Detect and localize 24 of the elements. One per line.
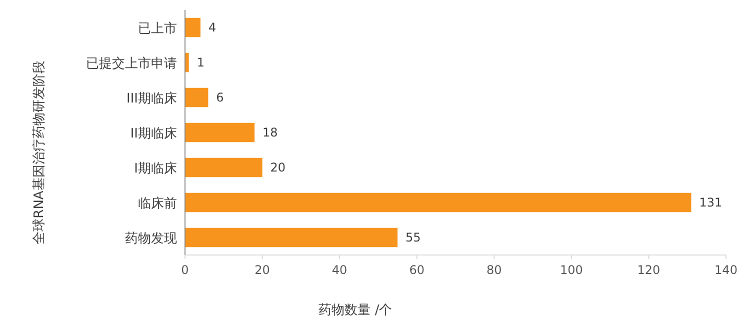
data-label: 1 bbox=[196, 56, 205, 70]
data-label: 55 bbox=[406, 230, 421, 244]
x-tick-label: 140 bbox=[714, 263, 738, 277]
x-tick-label: 120 bbox=[637, 263, 660, 277]
data-label: 20 bbox=[270, 160, 286, 174]
x-tick-label: 40 bbox=[332, 263, 348, 277]
data-label: 18 bbox=[262, 126, 278, 140]
x-tick-label: 80 bbox=[486, 263, 502, 277]
y-tick-label: 临床前 bbox=[138, 196, 177, 212]
x-tick-label: 60 bbox=[409, 263, 424, 277]
y-tick-label: 已提交上市申请 bbox=[86, 56, 177, 72]
y-tick-label: 药物发现 bbox=[125, 232, 177, 246]
y-tick-label: I期临床 bbox=[134, 162, 177, 176]
x-axis-title: 药物数量 /个 bbox=[318, 303, 392, 318]
data-label: 131 bbox=[699, 196, 722, 210]
x-tick-label: 100 bbox=[560, 263, 583, 277]
y-axis-title: 全球RNA基因治疗药物研发阶段 bbox=[32, 60, 47, 244]
y-tick-label: 已上市 bbox=[138, 22, 177, 36]
data-label: 4 bbox=[208, 20, 216, 34]
y-tick-label: II期临床 bbox=[130, 126, 177, 142]
y-tick-label: III期临床 bbox=[126, 92, 177, 106]
x-tick-label: 0 bbox=[181, 263, 189, 277]
data-label: 6 bbox=[216, 90, 224, 104]
x-tick-label: 20 bbox=[254, 263, 270, 277]
